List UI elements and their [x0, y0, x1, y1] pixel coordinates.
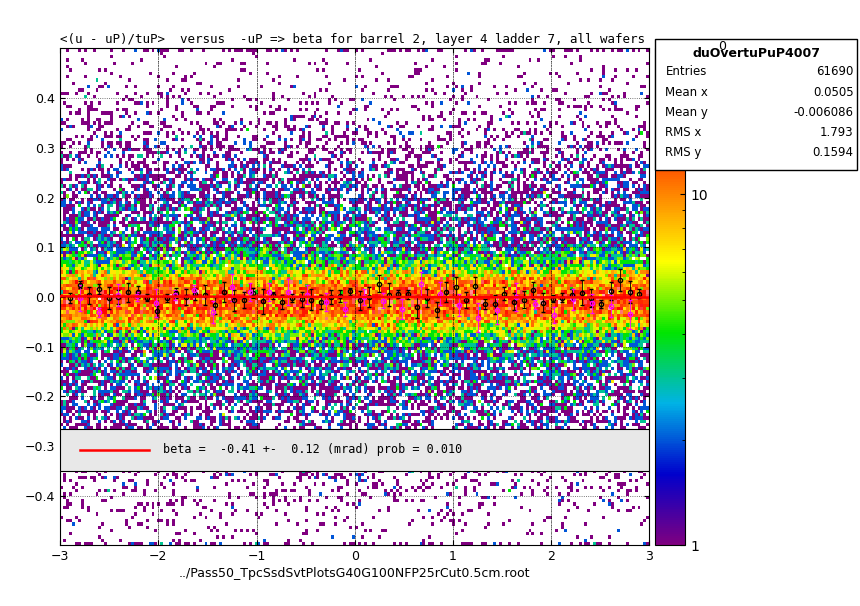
Text: duOvertuPuP4007: duOvertuPuP4007 [692, 47, 820, 60]
Text: RMS y: RMS y [666, 146, 702, 159]
Text: Entries: Entries [666, 65, 707, 78]
Text: 0: 0 [718, 39, 726, 53]
Text: Mean x: Mean x [666, 85, 709, 99]
Bar [60, 428, 649, 471]
Text: -0.006086: -0.006086 [794, 106, 853, 119]
Text: <(u - uP)/tuP>  versus  -uP => beta for barrel 2, layer 4 ladder 7, all wafers: <(u - uP)/tuP> versus -uP => beta for ba… [60, 33, 645, 46]
Text: 0.1594: 0.1594 [813, 146, 853, 159]
Text: Mean y: Mean y [666, 106, 709, 119]
Text: beta =  -0.41 +-  0.12 (mrad) prob = 0.010: beta = -0.41 +- 0.12 (mrad) prob = 0.010 [163, 443, 463, 456]
Text: RMS x: RMS x [666, 126, 702, 139]
Text: 1.793: 1.793 [820, 126, 853, 139]
X-axis label: ../Pass50_TpcSsdSvtPlotsG40G100NFP25rCut0.5cm.root: ../Pass50_TpcSsdSvtPlotsG40G100NFP25rCut… [179, 567, 531, 581]
Text: 61690: 61690 [816, 65, 853, 78]
Text: 0.0505: 0.0505 [813, 85, 853, 99]
